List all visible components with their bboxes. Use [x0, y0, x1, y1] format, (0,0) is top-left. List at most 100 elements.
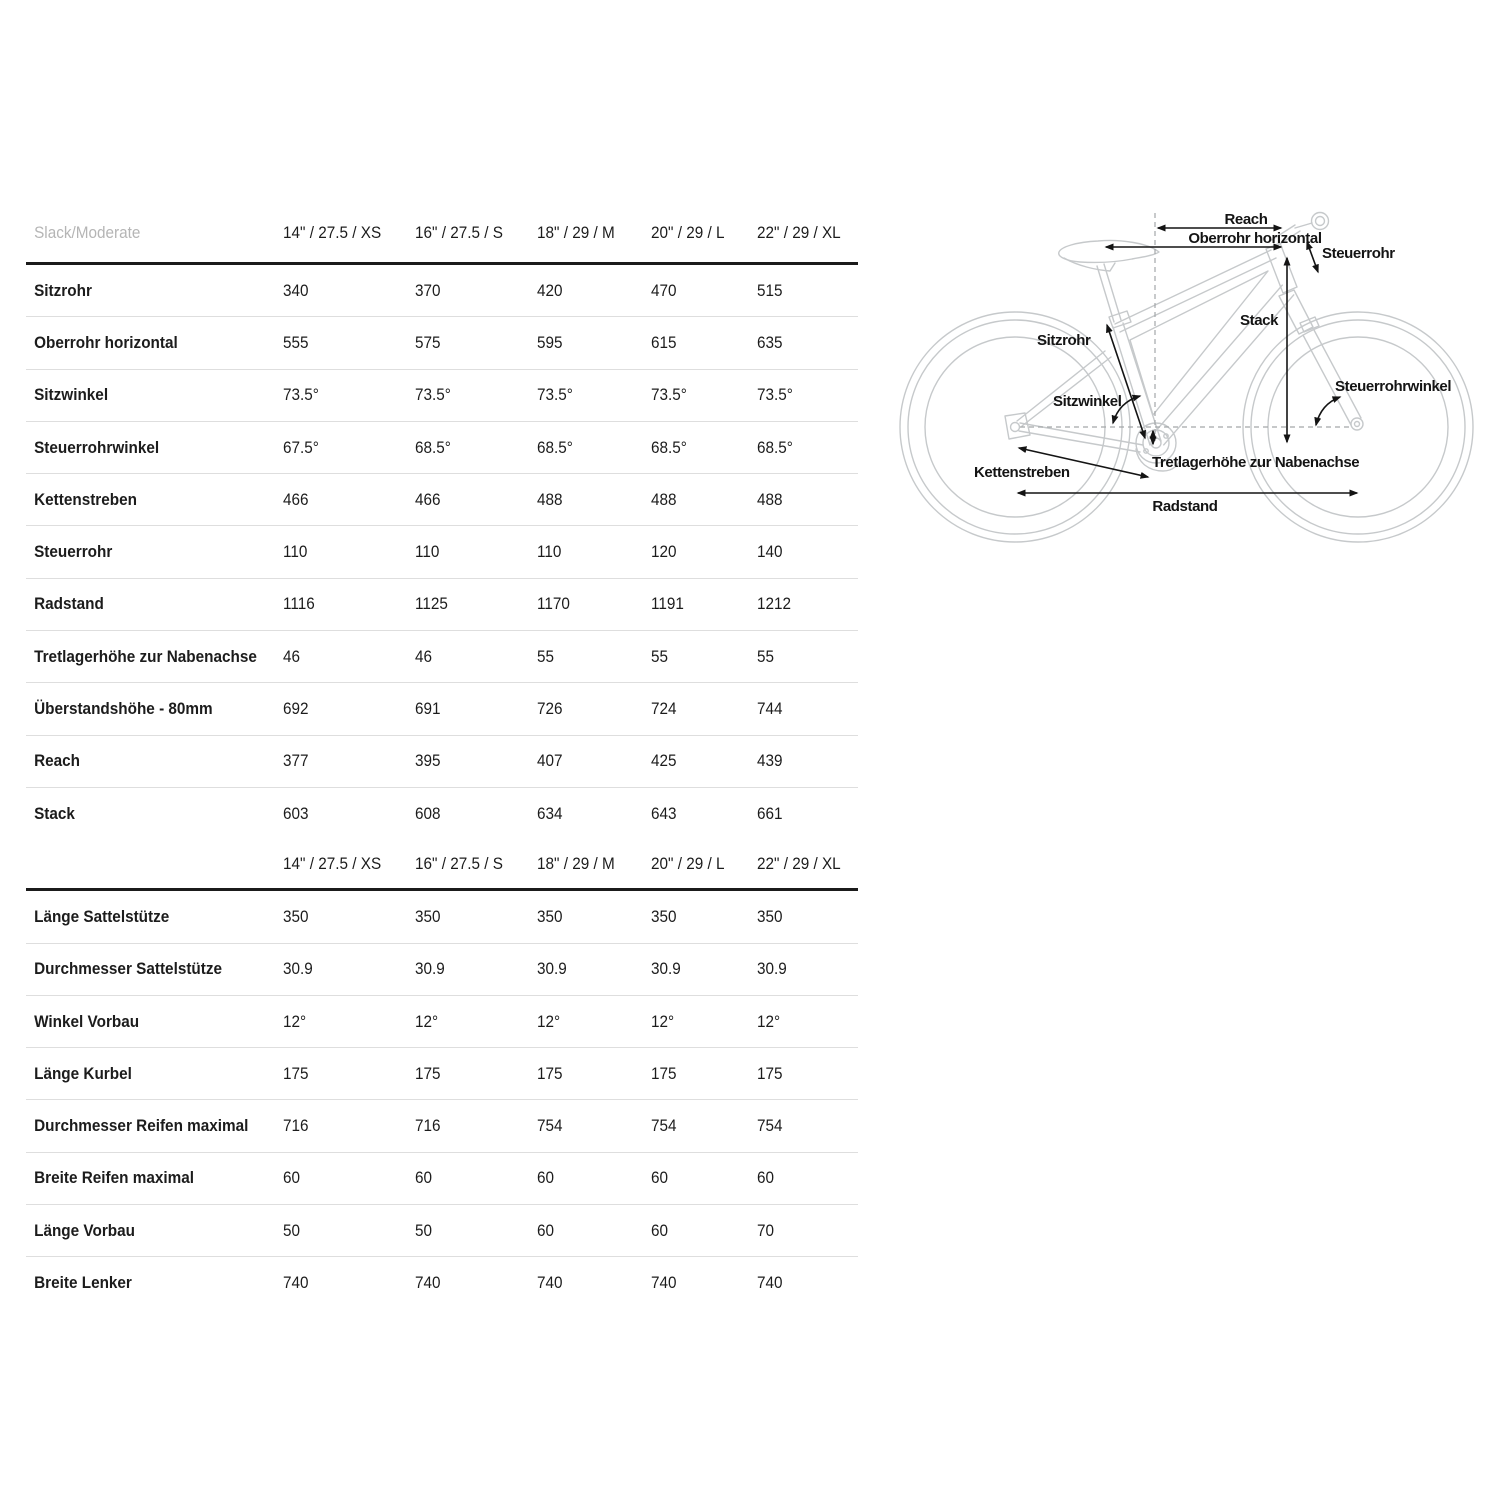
column-header: 16" / 27.5 / S: [415, 854, 503, 874]
cell: 615: [651, 332, 677, 352]
geometry-table: Slack/Moderate 14" / 27.5 / XS 16" / 27.…: [26, 203, 858, 1310]
front-wheel-icon: [1242, 311, 1474, 543]
cell: 643: [651, 804, 677, 824]
bike-geometry-diagram: Reach Oberrohr horizontal Steuerrohr Sta…: [890, 195, 1500, 585]
cell: 488: [537, 489, 563, 509]
cell: 595: [537, 332, 563, 352]
cell: 60: [537, 1220, 555, 1240]
reach-label: Reach: [1224, 211, 1267, 228]
cell: 350: [537, 906, 563, 926]
steuerrohr-label: Steuerrohr: [1322, 245, 1395, 262]
table-row: Steuerrohrwinkel 67.5° 68.5° 68.5° 68.5°…: [26, 422, 858, 475]
cell: 73.5°: [757, 385, 793, 405]
table-row: Sitzrohr 340 370 420 470 515: [26, 265, 858, 318]
column-header: 18" / 29 / M: [537, 222, 615, 242]
cell: 50: [415, 1220, 433, 1240]
row-label: Sitzwinkel: [34, 385, 109, 405]
table-header-row: 14" / 27.5 / XS 16" / 27.5 / S 18" / 29 …: [26, 840, 858, 892]
cell: 724: [651, 699, 677, 719]
cell: 340: [283, 280, 309, 300]
cell: 60: [283, 1168, 301, 1188]
table-row: Oberrohr horizontal 555 575 595 615 635: [26, 317, 858, 370]
cell: 70: [757, 1220, 775, 1240]
measurement-arrows: [1016, 224, 1359, 497]
row-label: Länge Vorbau: [34, 1220, 135, 1240]
cell: 67.5°: [283, 437, 319, 457]
row-label: Sitzrohr: [34, 280, 92, 300]
cell: 110: [537, 542, 562, 562]
cell: 754: [651, 1116, 677, 1136]
cell: 175: [651, 1063, 677, 1083]
cell: 466: [415, 489, 441, 509]
column-header: 14" / 27.5 / XS: [283, 222, 382, 242]
table-row: Radstand 1116 1125 1170 1191 1212: [26, 579, 858, 632]
cell: 30.9: [757, 959, 787, 979]
cell: 175: [415, 1063, 441, 1083]
cell: 73.5°: [415, 385, 451, 405]
table-row: Reach 377 395 407 425 439: [26, 736, 858, 788]
steuerrohrwinkel-arc: [1314, 396, 1342, 427]
cell: 716: [283, 1116, 309, 1136]
cell: 68.5°: [757, 437, 793, 457]
cell: 377: [283, 751, 309, 771]
table-row: Länge Kurbel 175 175 175 175 175: [26, 1048, 858, 1101]
cell: 12°: [537, 1011, 561, 1031]
cell: 350: [283, 906, 309, 926]
cell: 55: [651, 646, 669, 666]
row-label: Reach: [34, 751, 81, 771]
row-label: Stack: [34, 804, 75, 824]
cell: 575: [415, 332, 441, 352]
cell: 407: [537, 751, 563, 771]
table-row: Breite Lenker 740 740 740 740 740: [26, 1257, 858, 1309]
cell: 55: [757, 646, 775, 666]
cell: 68.5°: [537, 437, 573, 457]
table-row: Überstandshöhe - 80mm 692 691 726 724 74…: [26, 683, 858, 736]
cell: 488: [757, 489, 783, 509]
column-header: 22" / 29 / XL: [757, 222, 841, 242]
cell: 691: [415, 699, 441, 719]
cell: 740: [283, 1273, 309, 1293]
row-label: Winkel Vorbau: [34, 1011, 140, 1031]
sitzwinkel-label: Sitzwinkel: [1053, 393, 1122, 410]
steuerrohrwinkel-label: Steuerrohrwinkel: [1335, 378, 1451, 395]
cell: 73.5°: [537, 385, 573, 405]
cell: 73.5°: [283, 385, 319, 405]
cell: 110: [415, 542, 440, 562]
oberrohr-label: Oberrohr horizontal: [1188, 230, 1321, 247]
cell: 439: [757, 751, 783, 771]
cell: 12°: [283, 1011, 307, 1031]
row-label: Tretlagerhöhe zur Nabenachse: [34, 646, 257, 666]
kettenstreben-arrow: [1017, 446, 1150, 479]
table-header-row: Slack/Moderate 14" / 27.5 / XS 16" / 27.…: [26, 203, 858, 265]
cell: 12°: [757, 1011, 781, 1031]
cell: 12°: [415, 1011, 439, 1031]
cell: 175: [757, 1063, 783, 1083]
cell: 634: [537, 804, 563, 824]
cell: 60: [651, 1220, 669, 1240]
cell: 140: [757, 542, 783, 562]
row-label: Durchmesser Sattelstütze: [34, 959, 223, 979]
table-row: Breite Reifen maximal 60 60 60 60 60: [26, 1153, 858, 1206]
cell: 120: [651, 542, 677, 562]
sitzrohr-label: Sitzrohr: [1037, 332, 1091, 349]
sitzrohr-arrow: [1106, 323, 1146, 440]
column-header: 14" / 27.5 / XS: [283, 854, 382, 874]
cell: 635: [757, 332, 783, 352]
cell: 603: [283, 804, 309, 824]
cell: 30.9: [537, 959, 567, 979]
cell: 60: [415, 1168, 433, 1188]
tretlagerhoehe-label: Tretlagerhöhe zur Nabenachse: [1152, 454, 1359, 471]
cell: 555: [283, 332, 309, 352]
cell: 175: [283, 1063, 309, 1083]
diagram-labels: Reach Oberrohr horizontal Steuerrohr Sta…: [974, 211, 1452, 515]
radstand-label: Radstand: [1152, 498, 1217, 515]
table-row: Länge Sattelstütze 350 350 350 350 350: [26, 891, 858, 944]
column-header: 20" / 29 / L: [651, 222, 725, 242]
cell: 350: [651, 906, 677, 926]
column-header: 18" / 29 / M: [537, 854, 615, 874]
cell: 60: [757, 1168, 775, 1188]
column-header: 16" / 27.5 / S: [415, 222, 503, 242]
cell: 68.5°: [651, 437, 687, 457]
cell: 30.9: [651, 959, 681, 979]
row-label: Kettenstreben: [34, 489, 137, 509]
